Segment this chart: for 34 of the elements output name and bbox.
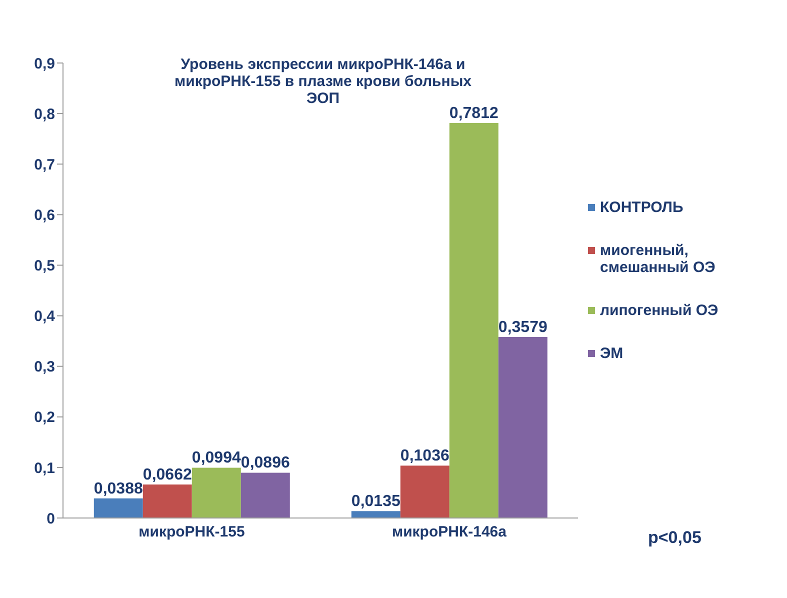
y-tick-label: 0,8: [34, 106, 55, 123]
text: p<0,05: [648, 528, 702, 548]
data-label: 0,3579: [498, 319, 548, 336]
bar: [142, 484, 192, 518]
y-tick-label: 0,1: [34, 460, 55, 477]
x-tick-label: микроРНК-146а: [392, 524, 508, 541]
data-label: 0,0662: [142, 466, 192, 484]
legend-label: ЭМ: [600, 344, 624, 362]
bar: [449, 123, 498, 518]
y-tick-label: 0,6: [34, 206, 55, 224]
bar: [351, 511, 400, 518]
bar: [192, 468, 241, 518]
y-tick-label: 0,4: [34, 308, 56, 326]
bar: [240, 472, 290, 518]
data-label: 0,0994: [192, 450, 241, 467]
data-label: 0,7812: [449, 105, 498, 122]
data-label: 0,0388: [94, 480, 143, 498]
y-tick-label: 0,7: [34, 156, 55, 174]
data-label: 0,0896: [240, 454, 290, 472]
legend-label: липогенный ОЭ: [600, 302, 718, 318]
legend-label: миогенный, смешанный ОЭ: [600, 242, 716, 276]
data-label: 0,0135: [351, 493, 400, 510]
text: Уровень экспрессии микроРНК-146а и микроРНК-155 в плазме крови больных ЭОП: [174, 56, 472, 107]
y-tick-label: 0: [46, 510, 55, 528]
bar: [400, 466, 450, 518]
y-tick-label: 0,9: [34, 55, 55, 72]
x-tick-label: микроРНК-155: [138, 524, 245, 541]
legend-label: КОНТРОЛЬ: [600, 198, 684, 216]
y-tick-label: 0,2: [34, 409, 55, 426]
y-tick-label: 0,5: [34, 258, 55, 275]
bar: [94, 498, 143, 518]
bar: [498, 337, 548, 518]
data-label: 0,1036: [400, 448, 450, 465]
y-tick-label: 0,3: [34, 358, 55, 376]
